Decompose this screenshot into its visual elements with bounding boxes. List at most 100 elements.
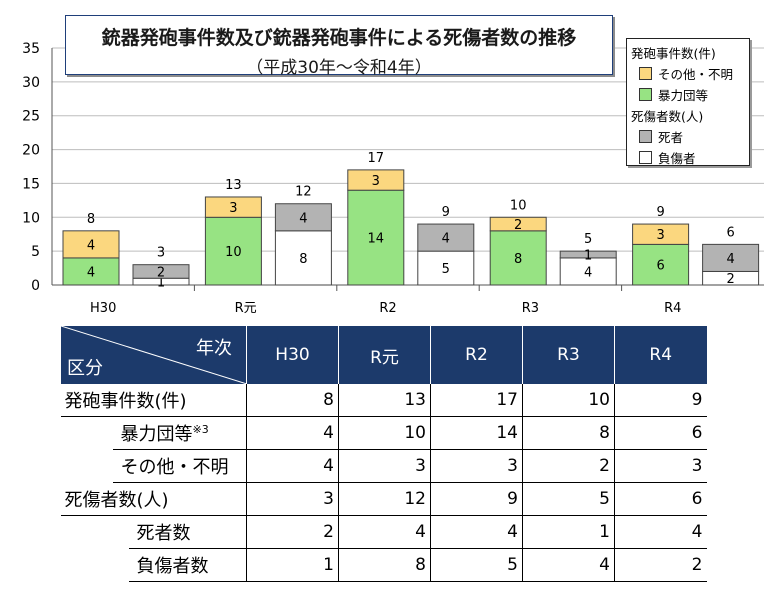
bar-total-label: 5 <box>584 232 592 247</box>
chart-title-box: 銃器発砲事件数及び銃器発砲事件による死傷者数の推移 （平成30年～令和4年） <box>65 15 613 78</box>
row-label: 死者数 <box>136 523 191 545</box>
bar-segment <box>347 169 405 191</box>
row-label-cell: 死傷者数(人) <box>60 482 247 516</box>
table-cell: 4 <box>614 515 707 549</box>
table-cell: 3 <box>430 449 523 483</box>
bar-segment <box>204 196 262 218</box>
row-label-cell: その他・不明 <box>60 449 247 483</box>
bar-total-label: 3 <box>157 246 165 261</box>
table-cell: 8 <box>338 548 431 582</box>
bar-value-label: 14 <box>368 232 385 247</box>
legend-label-injured: 負傷者 <box>658 151 696 166</box>
table-cell: 3 <box>338 449 431 483</box>
bar-value-label: 3 <box>372 174 380 189</box>
chart-area: 0 5 10 15 20 25 30 35 4 4 8 1 2 3 H30 10 3 13 8 4 12 R元 14 3 17 5… <box>22 15 764 316</box>
legend-incidents-header: 発砲事件数(件) <box>631 46 716 61</box>
column-header: H30 <box>246 326 339 384</box>
row-label: 発砲事件数(件) <box>64 391 187 412</box>
row-label-cell: 発砲事件数(件) <box>60 384 247 417</box>
chart-legend: 発砲事件数(件) その他・不明 暴力団等 死傷者数(人) 死者 負傷者 <box>626 38 750 166</box>
table-row: 死傷者数(人) 3 12 9 5 6 <box>60 482 707 516</box>
bar-total-label: 6 <box>726 225 734 240</box>
bar-segment <box>632 243 690 286</box>
column-header: R3 <box>522 326 615 384</box>
bar-value-label: 1 <box>157 276 165 291</box>
table-cell: 2 <box>614 548 707 582</box>
row-label-cell: 死者数 <box>60 515 247 549</box>
header-year-label: 年次 <box>196 338 232 359</box>
bar-value-label: 4 <box>584 265 592 280</box>
column-header: R2 <box>430 326 523 384</box>
table-cell: 4 <box>246 449 339 483</box>
bar-value-label: 4 <box>87 265 95 280</box>
bar-segment <box>347 189 405 286</box>
legend-item-injured: 負傷者 <box>639 148 745 167</box>
table-cell: 9 <box>614 384 707 417</box>
bar-total-label: 9 <box>442 205 450 220</box>
legend-swatch-injured <box>639 151 652 164</box>
x-tick-label: R2 <box>379 301 396 316</box>
bar-segment <box>417 223 475 252</box>
header-category-label: 区分 <box>67 358 103 379</box>
bar-value-label: 8 <box>299 252 307 267</box>
table-cell: 5 <box>430 548 523 582</box>
row-label: 負傷者数 <box>136 556 209 577</box>
chart-subtitle: （平成30年～令和4年） <box>246 58 432 78</box>
table-cell: 2 <box>246 515 339 549</box>
bar-segment <box>489 230 547 286</box>
bar-value-label: 4 <box>87 238 95 253</box>
column-header: R4 <box>614 326 707 384</box>
table-cell: 2 <box>522 449 615 483</box>
y-tick-label: 30 <box>22 75 40 91</box>
legend-swatch-dead <box>639 130 652 143</box>
table-cell: 8 <box>522 416 615 450</box>
table-cell: 6 <box>614 416 707 450</box>
table-row: 暴力団等※3 4 10 14 8 6 <box>60 416 707 450</box>
row-label-cell: 暴力団等※3 <box>60 416 247 450</box>
chart-title: 銃器発砲事件数及び銃器発砲事件による死傷者数の推移 <box>101 27 577 49</box>
bar-value-label: 10 <box>225 245 242 260</box>
bar-value-label: 1 <box>584 249 592 264</box>
row-label-cell: 負傷者数 <box>60 548 247 582</box>
legend-label-dead: 死者 <box>658 130 684 145</box>
bar-segment <box>489 216 547 232</box>
table-cell: 13 <box>338 384 431 417</box>
bar-total-label: 9 <box>656 205 664 220</box>
x-tick-label: R4 <box>664 301 681 316</box>
bar-segment <box>274 230 332 286</box>
y-tick-label: 5 <box>31 244 40 260</box>
table-row: 発砲事件数(件) 8 13 17 10 9 <box>60 384 707 417</box>
bar-segment <box>274 203 332 232</box>
bar-value-label: 2 <box>157 265 165 280</box>
y-tick-label: 10 <box>22 210 40 226</box>
bar-segment <box>62 230 120 259</box>
bar-total-label: 10 <box>510 198 527 213</box>
table-cell: 10 <box>522 384 615 417</box>
table-cell: 4 <box>522 548 615 582</box>
y-tick-label: 25 <box>22 109 40 125</box>
bar-segment <box>702 243 760 272</box>
bar-segment <box>204 216 262 286</box>
legend-label-gang: 暴力団等 <box>658 88 709 103</box>
legend-swatch-other <box>639 67 652 80</box>
x-tick-label: R3 <box>522 301 539 316</box>
row-label: 死傷者数(人) <box>64 489 169 511</box>
bar-total-label: 8 <box>87 212 95 227</box>
bar-value-label: 3 <box>656 228 664 243</box>
legend-casualties-header: 死傷者数(人) <box>631 109 704 124</box>
bar-segment <box>417 250 475 286</box>
bar-total-label: 12 <box>295 185 312 200</box>
bar-segment <box>632 223 690 245</box>
bar-value-label: 4 <box>726 252 734 267</box>
bar-segment <box>559 250 617 259</box>
table-row: その他・不明 4 3 3 2 3 <box>60 449 707 483</box>
table-cell: 5 <box>522 482 615 516</box>
table-cell: 9 <box>430 482 523 516</box>
corner-diagonal <box>61 326 247 384</box>
bar-value-label: 4 <box>442 232 450 247</box>
table-cell: 4 <box>338 515 431 549</box>
table-cell: 1 <box>246 548 339 582</box>
chart-svg: 05101520253035448123H30103138412R元143175… <box>22 41 764 316</box>
data-table: 年次 区分 H30 R元 R2 R3 R4 発砲事件数(件) 8 13 17 10 9 暴力… <box>60 326 707 582</box>
bar-total-label: 17 <box>368 151 385 166</box>
